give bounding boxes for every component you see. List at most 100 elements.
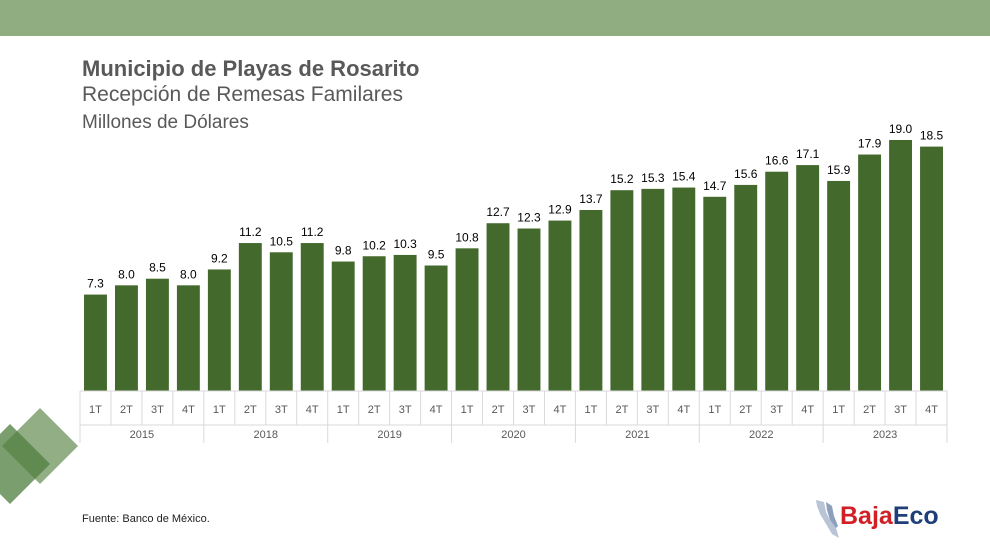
source-note: Fuente: Banco de México.	[82, 513, 210, 525]
bar	[579, 210, 603, 391]
tick-label: 4T	[182, 404, 195, 416]
logo-text: BajaEco	[840, 502, 939, 530]
bar	[796, 165, 820, 391]
data-label: 11.2	[239, 225, 262, 239]
bar-chart: 7.3 8.0 8.5 8.0 9.2 11.2 10.5 11.2 9.8 10.2 10.3 9.…	[79, 122, 948, 443]
bar	[145, 278, 169, 391]
chart-unit: Millones de Dólares	[82, 112, 249, 133]
data-label: 9.8	[335, 244, 352, 258]
bar	[765, 171, 789, 391]
bar	[207, 269, 231, 391]
tick-label: 4T	[306, 404, 319, 416]
data-label: 10.2	[362, 238, 386, 252]
bar	[734, 184, 758, 391]
data-label: 8.0	[180, 267, 197, 281]
chart-subtitle: Recepción de Remesas Familares	[82, 83, 403, 106]
year-label: 2015	[130, 429, 154, 441]
decorative-diamonds	[0, 408, 78, 504]
data-label: 17.9	[858, 137, 882, 151]
data-label: 10.5	[270, 234, 294, 248]
data-label: 15.3	[641, 171, 665, 185]
data-label: 9.2	[211, 251, 228, 265]
tick-label: 2T	[615, 404, 628, 416]
tick-label: 1T	[337, 404, 350, 416]
tick-label: 4T	[677, 404, 690, 416]
tick-label: 4T	[925, 404, 938, 416]
data-label: 15.9	[827, 163, 851, 177]
bar	[269, 252, 293, 391]
data-label: 19.0	[889, 122, 913, 136]
map-icon	[816, 500, 839, 538]
data-label: 11.2	[301, 225, 324, 239]
bar	[331, 261, 355, 391]
bar	[610, 190, 634, 391]
tick-label: 1T	[832, 404, 845, 416]
bar	[114, 285, 138, 391]
year-label: 2018	[254, 429, 278, 441]
bar	[238, 243, 262, 391]
tick-label: 2T	[368, 404, 381, 416]
tick-label: 3T	[894, 404, 907, 416]
tick-label: 2T	[244, 404, 257, 416]
data-label: 16.6	[765, 154, 789, 168]
tick-label: 1T	[89, 404, 102, 416]
bar	[858, 154, 882, 391]
bar	[517, 228, 541, 391]
data-label: 10.8	[455, 230, 479, 244]
tick-label: 2T	[120, 404, 133, 416]
tick-label: 3T	[523, 404, 536, 416]
data-label: 15.2	[610, 172, 634, 186]
year-label: 2023	[873, 429, 897, 441]
data-label: 7.3	[87, 277, 104, 291]
bar	[455, 248, 479, 391]
year-label: 2020	[501, 429, 525, 441]
bar	[641, 188, 665, 391]
tick-label: 1T	[584, 404, 597, 416]
bar	[827, 180, 851, 391]
tick-label: 3T	[275, 404, 288, 416]
data-label: 8.0	[118, 267, 135, 281]
bar	[548, 220, 572, 391]
bar	[424, 265, 448, 391]
tick-label: 3T	[151, 404, 164, 416]
year-label: 2022	[749, 429, 773, 441]
bajaeco-logo: BajaEco	[812, 498, 952, 540]
tick-label: 3T	[770, 404, 783, 416]
bar	[703, 196, 727, 391]
tick-label: 1T	[708, 404, 721, 416]
tick-label: 3T	[646, 404, 659, 416]
data-label: 12.7	[486, 205, 510, 219]
year-label: 2019	[377, 429, 401, 441]
tick-label: 3T	[399, 404, 412, 416]
bar	[176, 285, 200, 391]
data-label: 12.9	[548, 203, 572, 217]
data-label: 15.6	[734, 167, 758, 181]
tick-label: 1T	[461, 404, 474, 416]
top-banner	[0, 0, 990, 36]
data-label: 9.5	[428, 248, 445, 262]
tick-label: 2T	[863, 404, 876, 416]
data-label: 8.5	[149, 261, 166, 275]
bar	[486, 223, 510, 391]
data-label: 18.5	[920, 129, 944, 143]
data-label: 17.1	[796, 147, 820, 161]
bar	[393, 254, 417, 391]
tick-label: 1T	[213, 404, 226, 416]
bar	[84, 294, 107, 391]
data-label: 10.3	[393, 237, 417, 251]
tick-label: 4T	[554, 404, 567, 416]
year-label: 2021	[625, 429, 649, 441]
data-label: 14.7	[703, 179, 727, 193]
bar	[920, 146, 943, 391]
data-label: 13.7	[579, 192, 603, 206]
bar	[672, 187, 696, 391]
chart-title: Municipio de Playas de Rosarito	[82, 56, 420, 81]
tick-label: 2T	[739, 404, 752, 416]
tick-label: 2T	[492, 404, 505, 416]
data-label: 15.4	[672, 170, 696, 184]
tick-label: 4T	[430, 404, 443, 416]
bar	[300, 243, 324, 391]
bar	[889, 140, 913, 391]
data-label: 12.3	[517, 211, 541, 225]
tick-label: 4T	[801, 404, 814, 416]
